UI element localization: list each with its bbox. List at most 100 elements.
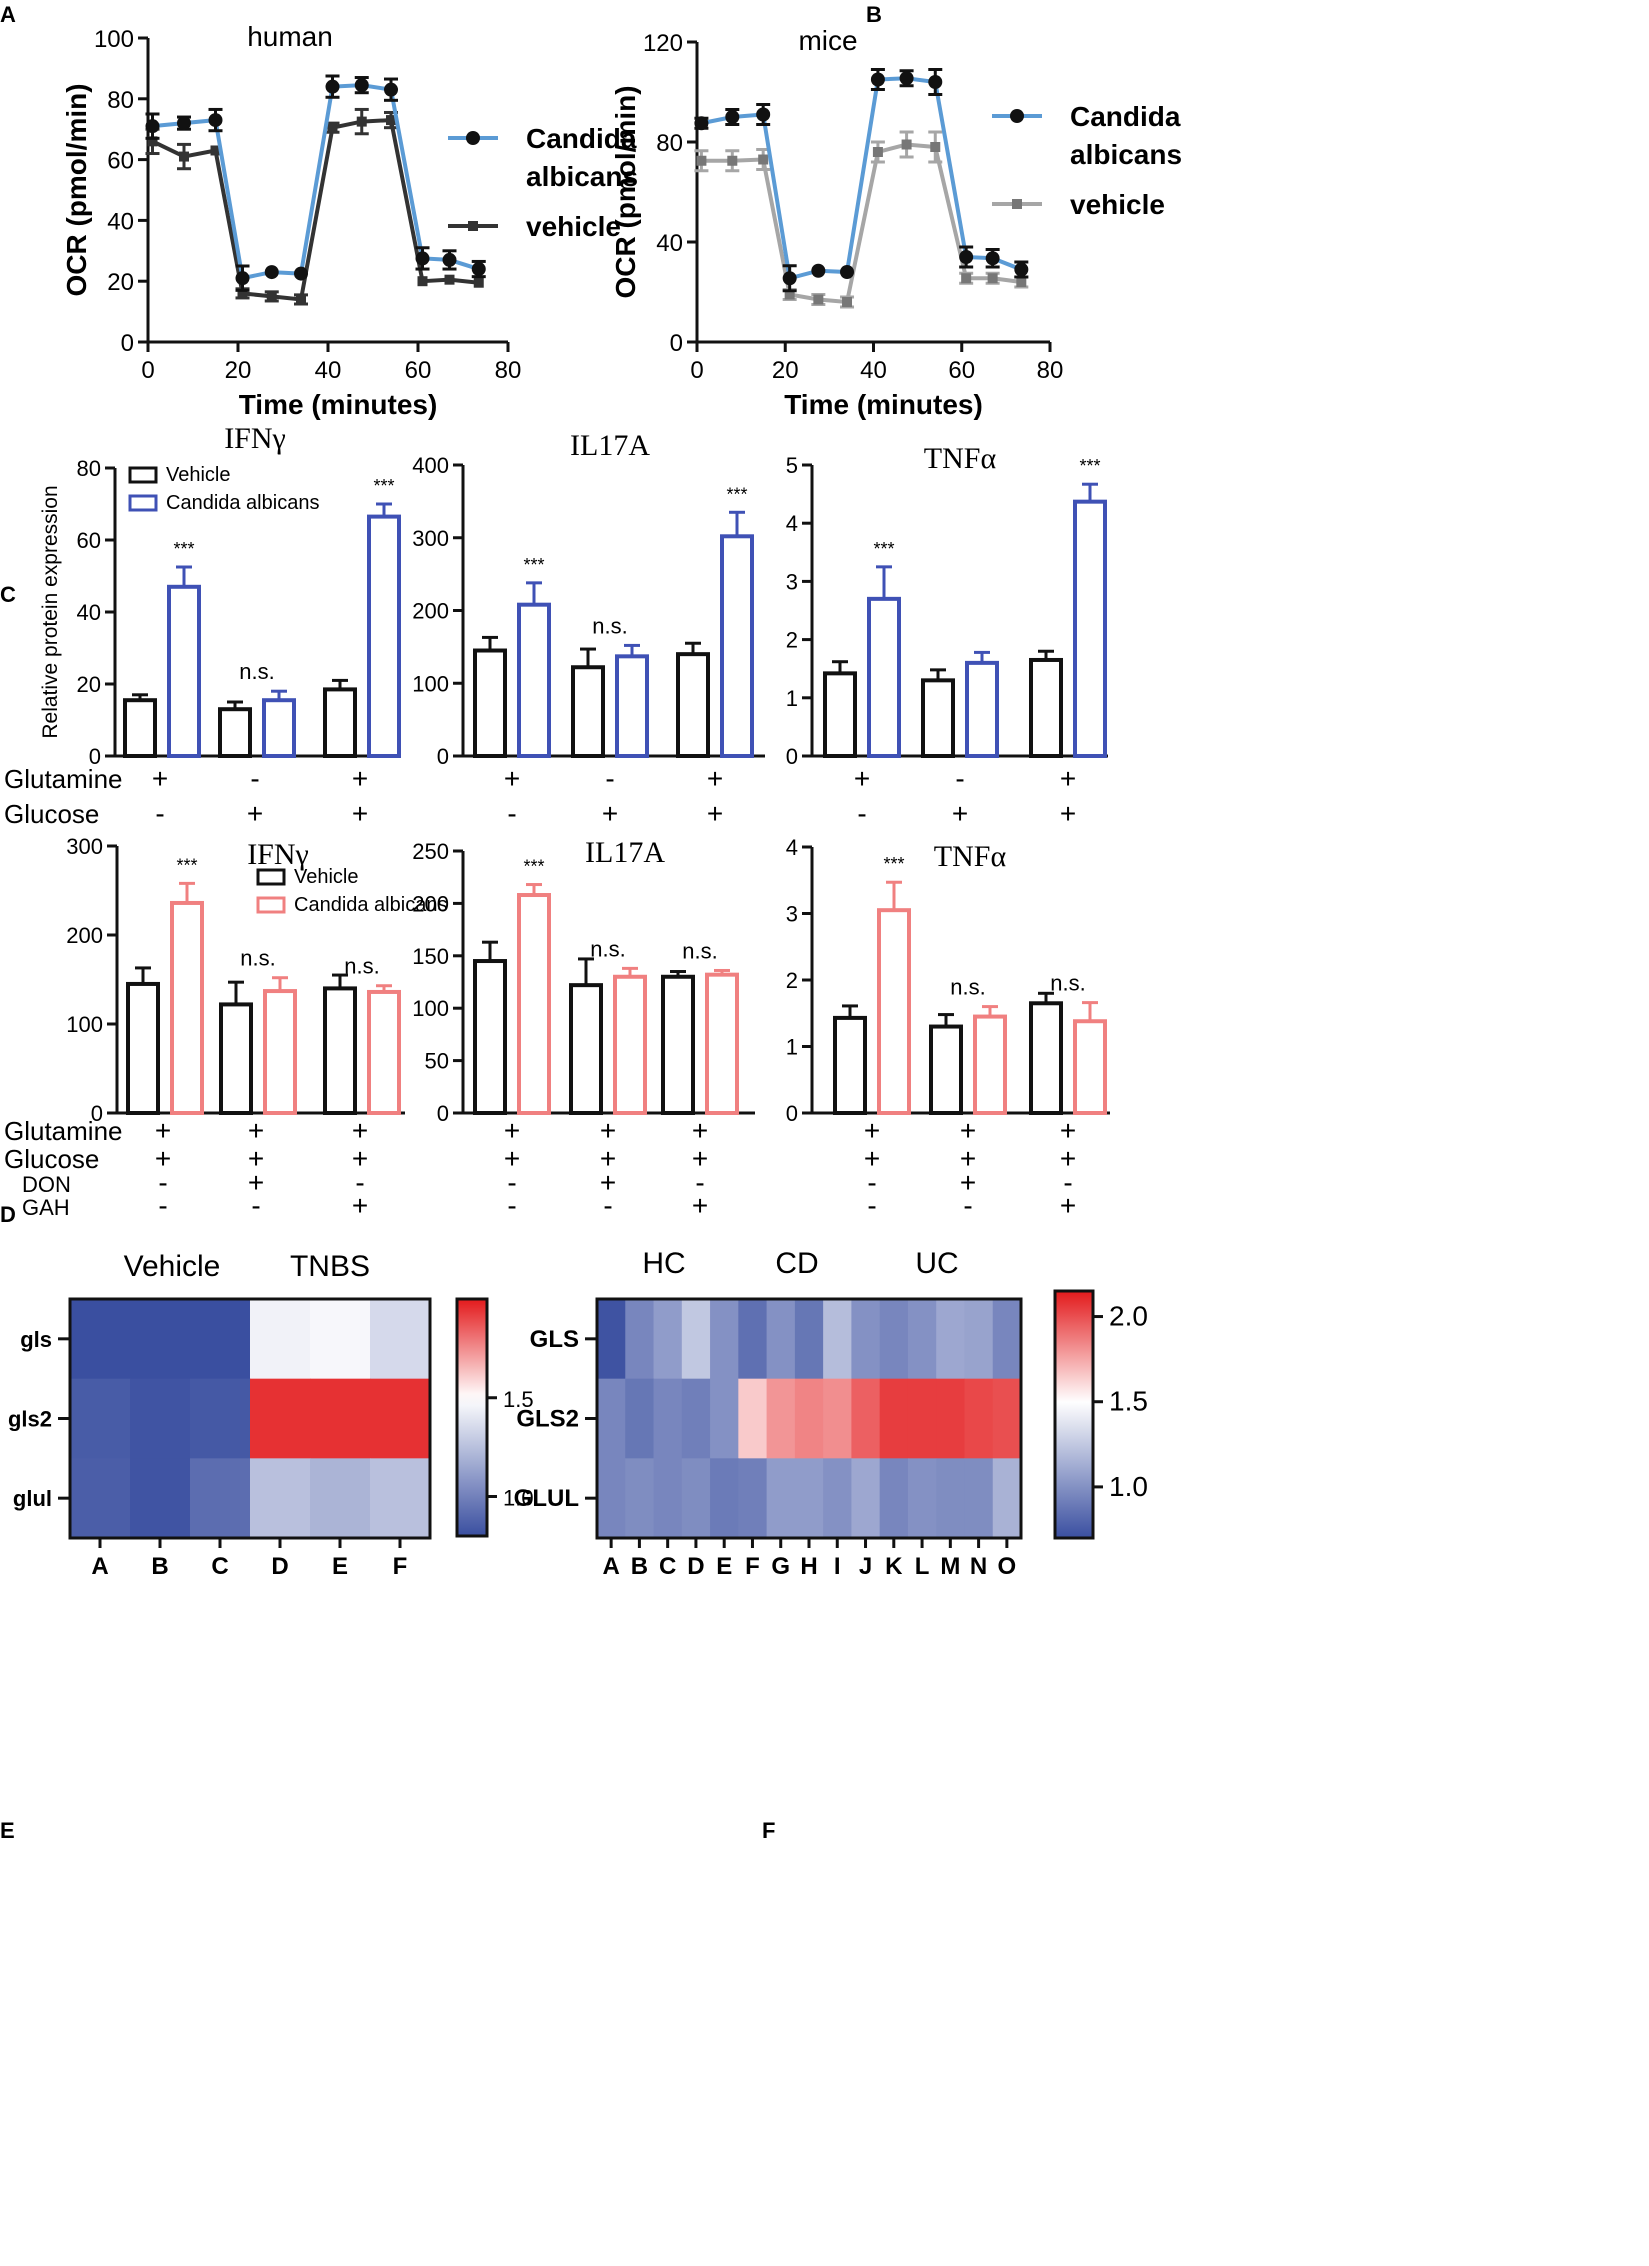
column-label: O	[998, 1553, 1017, 1580]
heatmap-cell	[681, 1378, 711, 1459]
condition-sign: -	[963, 1190, 972, 1221]
y-tick-label: 3	[786, 569, 798, 594]
legend-label: vehicle	[526, 211, 621, 242]
series-line	[151, 117, 479, 302]
condition-sign: +	[1060, 798, 1076, 829]
bar	[705, 972, 739, 1115]
condition-sign: -	[857, 798, 866, 829]
condition-sign: +	[960, 1167, 976, 1198]
legend-label: Candida albicans	[294, 894, 447, 916]
data-point	[208, 113, 223, 128]
row-label: glul	[13, 1486, 52, 1511]
condition-sign: -	[251, 1190, 260, 1221]
column-label: D	[687, 1553, 704, 1580]
colorbar-tick-label: 1.5	[503, 1387, 534, 1412]
x-tick-label: 40	[860, 357, 887, 384]
legend-swatch	[128, 466, 158, 484]
chart-title: TNFα	[934, 840, 1007, 873]
bar	[1073, 499, 1107, 758]
y-tick-label: 200	[412, 891, 449, 916]
y-tick-label: 300	[412, 526, 449, 551]
x-tick-label: 80	[495, 357, 522, 384]
heatmap-cell	[794, 1378, 824, 1459]
series-line	[701, 142, 1022, 305]
data-point	[237, 288, 248, 299]
bar	[1029, 657, 1063, 758]
bar	[973, 1014, 1007, 1116]
chart-title: TNFα	[924, 442, 997, 475]
heatmap-cell	[907, 1378, 937, 1459]
data-point	[442, 252, 457, 267]
bar	[613, 974, 647, 1116]
data-point	[928, 75, 943, 89]
legend-label: vehicle	[1070, 189, 1165, 220]
legend-label: Vehicle	[294, 866, 359, 888]
bar	[473, 959, 507, 1115]
bar	[517, 602, 551, 758]
chart-title: IFNγ	[247, 838, 309, 871]
condition-sign: +	[854, 763, 870, 794]
significance-label: ***	[873, 539, 894, 559]
heatmap-cell	[738, 1299, 768, 1380]
legend-marker	[1012, 199, 1022, 209]
data-point	[840, 265, 855, 279]
data-point	[842, 297, 853, 307]
heatmap-cell	[710, 1378, 739, 1459]
row-label: GAH	[22, 1195, 70, 1220]
data-point	[987, 273, 998, 284]
heatmap-cell	[625, 1378, 655, 1459]
data-point	[417, 276, 428, 287]
heatmap-cell	[190, 1378, 251, 1459]
bar	[170, 900, 204, 1116]
chart-title: IL17A	[570, 429, 650, 462]
heatmap-cell	[130, 1299, 191, 1380]
heatmap-cell	[907, 1458, 937, 1539]
heatmap-cell	[597, 1299, 626, 1380]
y-tick-label: 2	[786, 968, 798, 993]
column-label: E	[716, 1553, 732, 1580]
data-point	[325, 79, 340, 94]
heatmap-cell	[992, 1378, 1022, 1459]
data-point	[727, 155, 738, 166]
y-tick-label: 0	[786, 1101, 798, 1126]
x-axis-label: Time (minutes)	[239, 389, 438, 420]
condition-sign: +	[247, 798, 263, 829]
bar	[676, 652, 710, 759]
condition-sign: +	[504, 1115, 520, 1146]
x-axis-label: Time (minutes)	[784, 389, 983, 420]
panel-label-a: A	[0, 2, 16, 27]
colorbar-tick-label: 1.0	[503, 1486, 534, 1511]
y-tick-label: 2	[786, 628, 798, 653]
data-point	[354, 78, 369, 93]
group-label: HC	[642, 1247, 685, 1280]
y-axis-label: OCR (pmol/min)	[61, 83, 92, 296]
legend-marker	[468, 221, 478, 231]
panel-label-f: F	[762, 1818, 775, 1843]
significance-label: ***	[373, 476, 394, 496]
heatmap-cell	[766, 1378, 796, 1459]
bar	[323, 687, 357, 759]
x-tick-label: 40	[315, 357, 342, 384]
column-label: C	[659, 1553, 676, 1580]
data-point	[961, 273, 972, 284]
colorbar-tick-label: 1.5	[1109, 1386, 1148, 1417]
heatmap-cell	[681, 1458, 711, 1539]
y-tick-label: 100	[412, 996, 449, 1021]
heatmap-cell	[130, 1458, 191, 1539]
column-label: K	[885, 1553, 903, 1580]
condition-sign: +	[600, 1167, 616, 1198]
y-tick-label: 5	[786, 453, 798, 478]
y-tick-label: 3	[786, 902, 798, 927]
significance-label: n.s.	[1050, 971, 1085, 996]
panel-label-e: E	[0, 1818, 15, 1843]
row-label: Glutamine	[4, 1116, 123, 1146]
series-line	[701, 76, 1023, 281]
bar	[921, 678, 955, 759]
data-point	[899, 71, 914, 86]
y-tick-label: 80	[77, 456, 101, 481]
heatmap-cell	[766, 1299, 796, 1380]
condition-sign: +	[707, 763, 723, 794]
bar-chart-c-il17a: 0 100 200 300 400 IL17A *** + - n.s. - + *** + +	[412, 429, 765, 829]
